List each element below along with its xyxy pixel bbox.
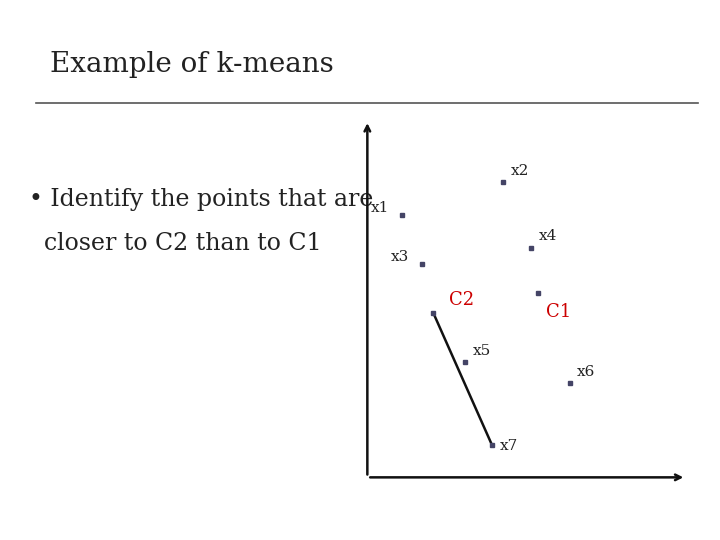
- Text: x5: x5: [472, 345, 490, 359]
- Text: C1: C1: [546, 303, 572, 321]
- Text: x4: x4: [539, 230, 557, 244]
- Text: Example of k-means: Example of k-means: [50, 51, 334, 78]
- Text: • Identify the points that are: • Identify the points that are: [29, 188, 373, 211]
- Text: C2: C2: [449, 291, 474, 309]
- Text: x6: x6: [577, 365, 595, 379]
- Text: closer to C2 than to C1: closer to C2 than to C1: [29, 232, 321, 254]
- Text: x3: x3: [391, 250, 409, 264]
- Text: x1: x1: [372, 201, 390, 215]
- Text: x2: x2: [511, 164, 530, 178]
- Text: x7: x7: [500, 438, 518, 453]
